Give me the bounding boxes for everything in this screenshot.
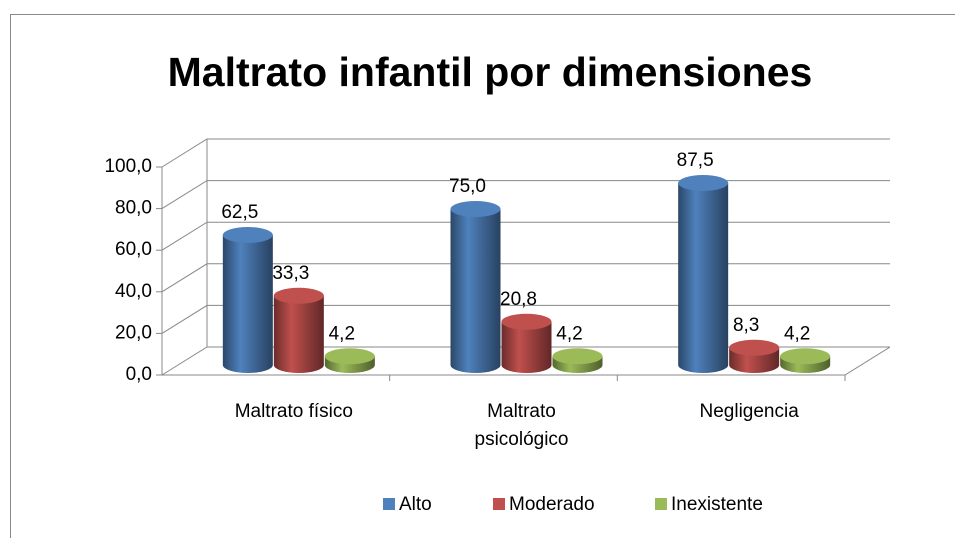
bar-top — [273, 287, 324, 304]
legend-label: Alto — [399, 494, 432, 515]
bar — [780, 348, 831, 373]
x-tick-label: Negligencia — [699, 401, 799, 422]
bar-top — [780, 348, 831, 365]
bar-top — [678, 175, 729, 191]
bar-body — [273, 295, 324, 373]
x-tick-label: Maltrato psicológico — [474, 401, 569, 450]
data-label: 75,0 — [449, 176, 486, 197]
data-label: 20,8 — [500, 289, 537, 310]
chart-title: Maltrato infantil por dimensiones — [168, 49, 813, 95]
y-tick-label: 40,0 — [115, 281, 152, 302]
bar-body — [678, 183, 729, 373]
data-label: 8,3 — [733, 315, 759, 336]
bar-top — [552, 348, 603, 365]
bar — [450, 201, 501, 373]
bar — [729, 339, 780, 373]
y-tick-label: 80,0 — [115, 198, 152, 219]
bar — [552, 348, 603, 373]
bar — [501, 313, 552, 373]
bar-body — [222, 235, 273, 373]
bar — [273, 287, 324, 373]
data-label: 4,2 — [556, 323, 582, 344]
data-label: 4,2 — [784, 323, 810, 344]
bar — [222, 227, 273, 373]
y-tick-label: 0,0 — [126, 364, 152, 385]
legend-label: Inexistente — [671, 494, 763, 515]
data-label: 87,5 — [677, 150, 714, 171]
y-tick-label: 20,0 — [115, 322, 152, 343]
data-label: 4,2 — [329, 323, 355, 344]
data-label: 62,5 — [221, 202, 258, 223]
bar-body — [450, 209, 501, 373]
x-tick-label: Maltrato físico — [234, 401, 353, 422]
bar-top — [501, 313, 552, 330]
bar — [678, 175, 729, 373]
bar-body — [501, 321, 552, 373]
legend-swatch — [493, 498, 505, 510]
legend-swatch — [383, 498, 395, 510]
bar — [324, 348, 375, 373]
y-tick-label: 100,0 — [104, 156, 152, 177]
bar-top — [222, 227, 273, 243]
bar-top — [450, 201, 501, 217]
bar-top — [729, 339, 780, 356]
data-label: 33,3 — [272, 263, 309, 284]
legend-label: Moderado — [509, 494, 595, 515]
y-tick-label: 60,0 — [115, 239, 152, 260]
legend-swatch — [655, 498, 667, 510]
bar-top — [324, 348, 375, 365]
